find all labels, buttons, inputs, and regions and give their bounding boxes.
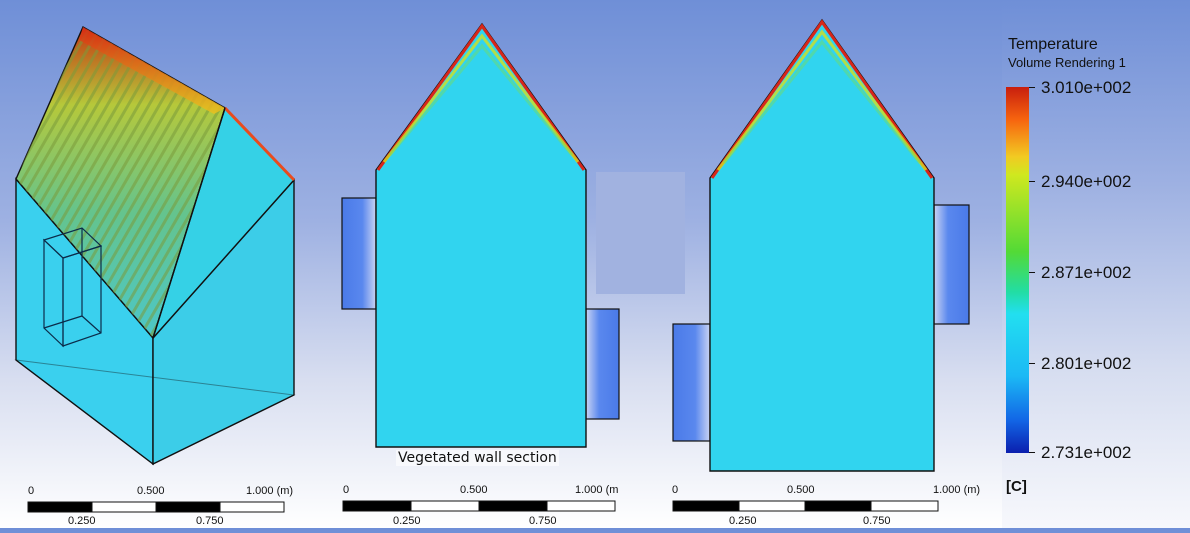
legend-unit: [C]	[1006, 478, 1027, 495]
house-3d-view	[14, 26, 296, 466]
overlay-block	[596, 172, 685, 294]
scale-label: 0.750	[529, 515, 557, 527]
scale-label: 0.500	[787, 484, 815, 496]
scale-label: 0.750	[196, 515, 224, 527]
house-section-view-1	[341, 22, 620, 448]
vegetated-panel-left	[341, 197, 377, 310]
scale-label: 0.250	[729, 515, 757, 527]
scale-bar-3	[672, 500, 939, 512]
scale-label: 0.750	[863, 515, 891, 527]
scale-label: 0.500	[137, 485, 165, 497]
scale-bar-1	[27, 501, 285, 513]
color-bar	[1006, 87, 1029, 453]
tick-mark	[1029, 181, 1035, 182]
tick-mark	[1029, 363, 1035, 364]
vegetated-panel-right	[933, 204, 970, 325]
scale-label: 1.000 (m	[575, 484, 619, 496]
legend-tick-label: 2.871e+002	[1041, 263, 1132, 282]
legend-tick-label: 2.940e+002	[1041, 172, 1132, 191]
scale-label: 0.500	[460, 484, 488, 496]
scale-label: 0	[672, 484, 679, 496]
tick-mark	[1029, 452, 1035, 453]
tick-mark	[1029, 87, 1035, 88]
section-domain	[709, 18, 935, 472]
figure-caption: Vegetated wall section	[396, 450, 559, 466]
scale-label: 0	[343, 484, 350, 496]
legend-subtitle: Volume Rendering 1	[1008, 55, 1126, 70]
legend-tick-label: 2.731e+002	[1041, 443, 1132, 462]
vegetated-panel-left	[672, 323, 711, 442]
tick-mark	[1029, 272, 1035, 273]
scale-bar-2	[342, 500, 616, 512]
house-section-view-2	[672, 18, 970, 472]
scale-label: 1.000 (m)	[246, 485, 294, 497]
scale-label: 0	[28, 485, 35, 497]
legend-tick-label: 2.801e+002	[1041, 354, 1132, 373]
section-domain	[375, 22, 587, 448]
vegetated-panel-right	[585, 308, 620, 420]
house-window	[42, 227, 103, 348]
legend-title: Temperature	[1008, 36, 1098, 53]
scale-label: 1.000 (m)	[933, 484, 981, 496]
legend-panel	[1002, 0, 1190, 528]
scale-label: 0.250	[393, 515, 421, 527]
scale-label: 0.250	[68, 515, 96, 527]
legend-tick-label: 3.010e+002	[1041, 78, 1132, 97]
